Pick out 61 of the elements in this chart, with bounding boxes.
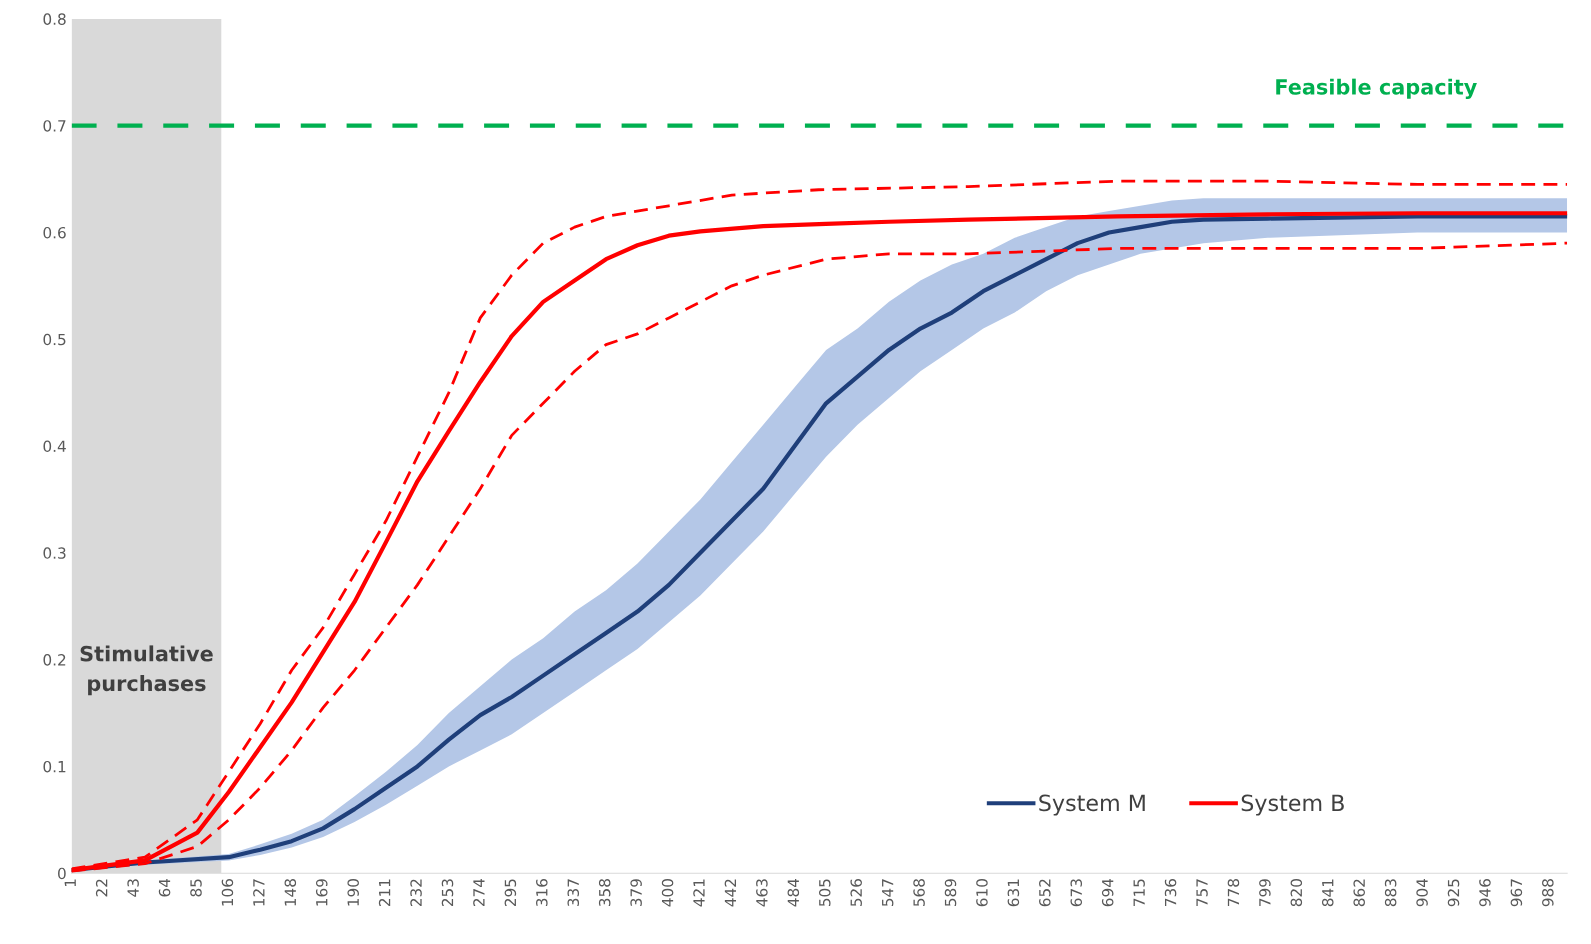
x-tick-label: 442 <box>724 879 736 907</box>
x-tick-label: 778 <box>1227 879 1240 906</box>
x-tick-label: 736 <box>1164 879 1177 906</box>
x-tick-label: 22 <box>95 879 108 897</box>
x-tick-label: 43 <box>127 879 139 897</box>
x-tick-label: 526 <box>850 879 862 907</box>
x-tick-label: 862 <box>1353 879 1365 907</box>
x-tick-label: 400 <box>661 879 674 907</box>
x-tick-label: 358 <box>598 879 611 907</box>
x-tick-label: 715 <box>1133 879 1145 906</box>
x-tick-label: 841 <box>1321 879 1334 907</box>
x-tick-label: 673 <box>1070 879 1083 907</box>
x-tick-label: 148 <box>284 879 297 906</box>
x-tick-label: 694 <box>1101 878 1114 907</box>
x-tick-label: 484 <box>787 878 800 907</box>
ref-line-label: Feasible capacity <box>1276 78 1477 99</box>
y-tick-label: 0.7 <box>43 120 66 132</box>
x-tick-label: 253 <box>441 879 454 907</box>
x-tick-label: 211 <box>378 879 391 907</box>
x-tick-label: 505 <box>818 879 831 907</box>
x-tick-label: 421 <box>693 879 705 907</box>
y-tick-label: 0.4 <box>43 440 66 453</box>
band-label: Stimulative purchases <box>80 645 213 696</box>
y-tick-label: 0.6 <box>43 226 66 239</box>
x-tick-label: 988 <box>1542 879 1554 907</box>
x-tick-label: 169 <box>315 879 328 906</box>
x-tick-label: 883 <box>1384 879 1397 907</box>
x-tick-label: 568 <box>913 879 925 907</box>
x-tick-label: 946 <box>1479 879 1491 907</box>
x-tick-label: 799 <box>1259 879 1271 906</box>
legend-label: System M <box>1039 794 1145 816</box>
legend-label: System B <box>1241 794 1344 816</box>
x-tick-label: 316 <box>536 879 548 907</box>
x-tick-label: 589 <box>944 879 957 907</box>
x-tick-label: 631 <box>1007 879 1020 907</box>
y-tick-label: 0.2 <box>43 654 66 666</box>
x-tick-label: 967 <box>1510 879 1523 907</box>
x-tick-label: 925 <box>1447 879 1460 907</box>
x-tick-label: 190 <box>347 879 359 906</box>
x-tick-label: 106 <box>221 879 234 906</box>
y-tick-label: 0.3 <box>43 547 66 559</box>
x-tick-label: 232 <box>410 879 422 907</box>
x-tick-label: 295 <box>504 879 517 907</box>
x-tick-label: 64 <box>158 878 171 897</box>
x-tick-label: 1 <box>64 879 76 887</box>
y-tick-label: 0.8 <box>43 13 66 25</box>
y-tick-label: 0.1 <box>43 760 66 773</box>
x-tick-label: 274 <box>473 878 485 907</box>
x-tick-label: 652 <box>1039 879 1051 907</box>
x-tick-label: 610 <box>976 879 988 907</box>
x-tick-label: 904 <box>1416 878 1428 907</box>
y-tick-label: 0.5 <box>43 333 66 346</box>
x-tick-label: 547 <box>882 879 894 907</box>
x-tick-label: 337 <box>567 879 580 907</box>
x-tick-label: 127 <box>253 879 265 906</box>
x-tick-label: 757 <box>1196 879 1208 906</box>
x-tick-label: 85 <box>190 879 202 897</box>
x-tick-label: 463 <box>756 879 768 907</box>
x-tick-label: 820 <box>1290 879 1303 907</box>
y-tick-label: 0 <box>58 867 66 880</box>
x-tick-label: 379 <box>630 879 642 907</box>
